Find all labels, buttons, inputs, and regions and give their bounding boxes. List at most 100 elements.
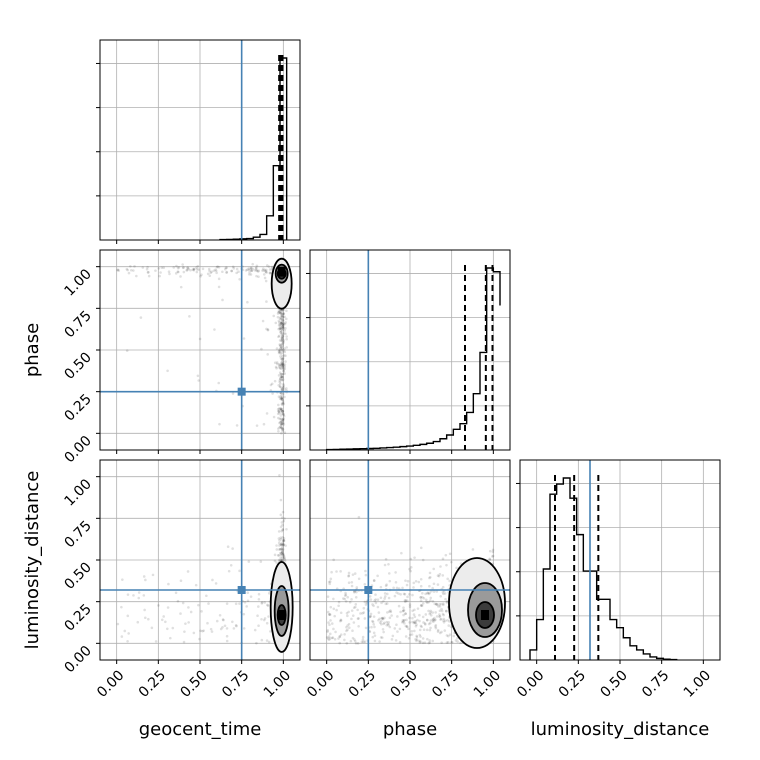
sample-point	[266, 328, 270, 331]
sample-point	[390, 614, 393, 617]
sample-point	[268, 271, 272, 275]
sample-point	[328, 613, 331, 616]
sample-point	[117, 269, 121, 272]
sample-point	[369, 598, 373, 601]
sample-point	[444, 619, 447, 623]
sample-point	[186, 266, 190, 269]
sample-point	[280, 342, 284, 346]
sample-point	[346, 628, 349, 632]
sample-point	[269, 383, 273, 387]
sample-point	[215, 271, 218, 275]
sample-point	[441, 603, 445, 607]
sample-point	[279, 329, 282, 332]
sample-point	[192, 268, 196, 272]
sample-point	[330, 636, 334, 640]
sample-point	[281, 318, 284, 322]
sample-point	[371, 620, 375, 624]
sample-point	[195, 266, 198, 269]
sample-point	[441, 612, 445, 616]
sample-point	[262, 618, 266, 622]
sample-point	[279, 311, 283, 315]
sample-point	[370, 625, 373, 629]
sample-point	[260, 602, 264, 605]
sample-point	[363, 582, 367, 586]
sample-point	[279, 323, 283, 327]
sample-point	[133, 265, 136, 268]
sample-point	[404, 579, 407, 582]
sample-point	[246, 591, 250, 595]
sample-point	[439, 565, 442, 568]
sample-point	[176, 266, 180, 270]
sample-point	[120, 635, 124, 638]
sample-point	[242, 627, 246, 630]
panel-frame	[309, 459, 511, 661]
sample-point	[253, 628, 257, 632]
sample-point	[364, 573, 368, 577]
sample-point	[281, 410, 285, 413]
sample-point	[393, 594, 397, 598]
sample-point	[249, 268, 253, 271]
sample-point	[418, 619, 421, 623]
sample-point	[273, 553, 277, 557]
sample-point	[282, 367, 285, 371]
sample-point	[421, 558, 425, 562]
sample-point	[235, 424, 239, 427]
sample-point	[351, 629, 354, 633]
sample-point	[361, 635, 365, 639]
sample-point	[412, 613, 416, 616]
sample-point	[263, 268, 267, 272]
sample-point	[491, 555, 494, 558]
sample-point	[428, 584, 431, 588]
sample-point	[263, 617, 267, 620]
sample-point	[348, 600, 352, 604]
sample-point	[141, 266, 145, 269]
sample-point	[277, 530, 281, 533]
sample-point	[187, 267, 191, 271]
sample-point	[222, 618, 225, 622]
sample-point	[282, 322, 286, 325]
sample-point	[142, 594, 146, 597]
sample-point	[281, 325, 284, 328]
sample-point	[326, 610, 330, 614]
sample-point	[428, 641, 432, 644]
sample-point	[265, 300, 268, 303]
sample-point	[278, 544, 281, 547]
sample-point	[255, 264, 259, 268]
sample-point	[280, 322, 283, 325]
sample-point	[350, 598, 353, 601]
truth-point	[237, 586, 246, 594]
sample-point	[411, 593, 414, 597]
sample-point	[281, 356, 285, 360]
sample-point	[283, 431, 287, 435]
sample-point	[279, 321, 283, 325]
sample-point	[281, 552, 285, 556]
sample-point	[395, 586, 399, 590]
sample-point	[383, 563, 387, 567]
sample-point	[343, 633, 346, 636]
sample-point	[162, 615, 165, 618]
sample-point	[352, 621, 356, 624]
sample-point	[354, 603, 358, 606]
sample-point	[281, 528, 285, 532]
sample-point	[400, 620, 404, 624]
sample-point	[395, 623, 398, 626]
sample-point	[231, 547, 234, 550]
sample-point	[147, 274, 151, 278]
sample-point	[426, 592, 429, 595]
sample-point	[424, 613, 428, 616]
sample-point	[281, 418, 285, 422]
sample-point	[327, 635, 331, 638]
sample-point	[415, 638, 419, 641]
sample-point	[343, 597, 347, 601]
sample-point	[402, 613, 405, 617]
x-axis-label-geocent-time: geocent_time	[139, 719, 262, 740]
sample-point	[181, 266, 185, 270]
sample-point	[234, 624, 238, 627]
sample-point	[440, 607, 443, 611]
sample-point	[176, 599, 180, 603]
sample-point	[335, 570, 338, 573]
scatter-panel-geocent_time_vs_phase	[96, 249, 301, 454]
sample-point	[285, 309, 288, 313]
sample-point	[438, 613, 441, 616]
sample-point	[150, 626, 154, 630]
